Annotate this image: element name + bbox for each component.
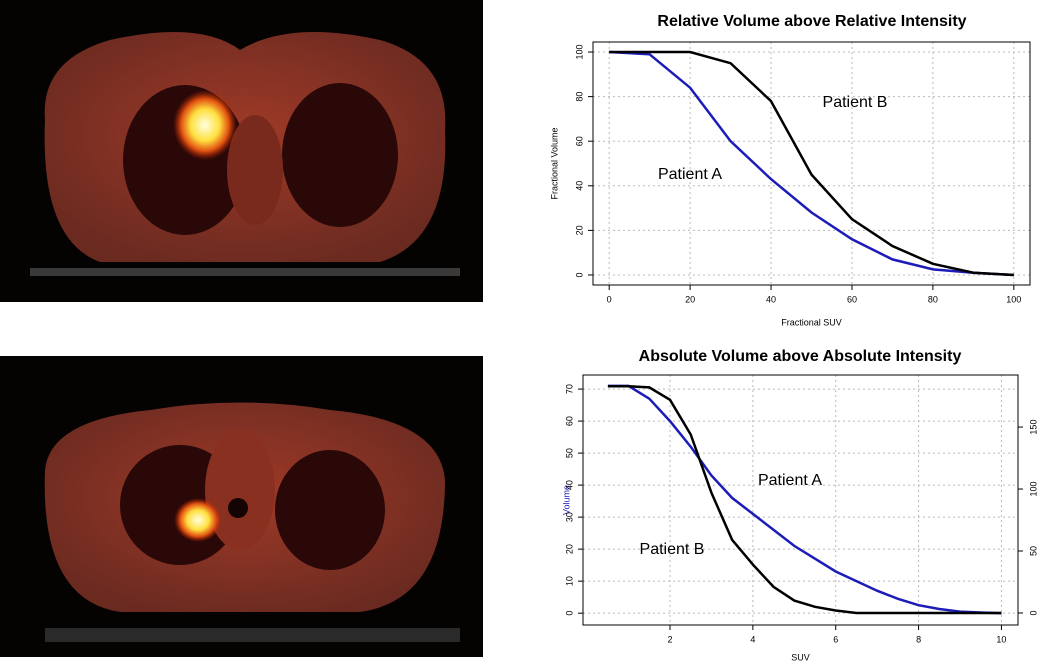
y-tick-label: 0	[564, 611, 574, 616]
x-tick-label: 100	[1006, 294, 1021, 304]
y2-tick-label: 100	[1028, 482, 1038, 497]
plot-frame	[592, 41, 1031, 286]
x-tick-label: 2	[667, 634, 672, 644]
y-tick-label: 60	[574, 136, 584, 146]
y2-tick-label: 0	[1028, 610, 1038, 615]
y-tick-label: 70	[564, 384, 574, 394]
series-line	[609, 50, 1014, 277]
series-line	[607, 384, 1002, 615]
y-tick-label: 30	[564, 512, 574, 522]
series-line	[607, 384, 1002, 615]
y-axis-label: Volume	[561, 485, 571, 515]
y-tick-label: 20	[574, 225, 584, 235]
x-axis-label: SUV	[791, 652, 810, 662]
x-tick-label: 8	[916, 634, 921, 644]
y2-tick-label: 50	[1028, 546, 1038, 556]
series-label: Patient B	[823, 94, 888, 111]
y-axis-label: Fractional Volume	[549, 127, 559, 199]
chart-title: Absolute Volume above Absolute Intensity	[639, 348, 962, 365]
series-label: Patient A	[758, 472, 822, 489]
pet-image-bottom	[0, 356, 483, 657]
x-tick-label: 80	[928, 294, 938, 304]
chart-title: Relative Volume above Relative Intensity	[657, 13, 966, 30]
y-tick-label: 100	[574, 45, 584, 60]
x-tick-label: 6	[833, 634, 838, 644]
series-label: Patient B	[640, 541, 705, 558]
y-tick-label: 40	[564, 480, 574, 490]
plot-frame	[582, 374, 1019, 626]
pet-image-top	[0, 0, 483, 302]
y-tick-label: 60	[564, 416, 574, 426]
y-tick-label: 80	[574, 92, 584, 102]
series-label: Patient A	[658, 166, 722, 183]
x-tick-label: 60	[847, 294, 857, 304]
x-tick-label: 20	[685, 294, 695, 304]
x-tick-label: 4	[750, 634, 755, 644]
y-tick-label: 50	[564, 448, 574, 458]
y-tick-label: 40	[574, 181, 584, 191]
x-axis-label: Fractional SUV	[781, 317, 842, 327]
y-tick-label: 10	[564, 576, 574, 586]
series-line	[609, 50, 1014, 277]
y-tick-label: 20	[564, 544, 574, 554]
x-tick-label: 40	[766, 294, 776, 304]
x-tick-label: 10	[996, 634, 1006, 644]
y-tick-label: 0	[574, 272, 584, 277]
y2-tick-label: 150	[1028, 420, 1038, 435]
x-tick-label: 0	[607, 294, 612, 304]
